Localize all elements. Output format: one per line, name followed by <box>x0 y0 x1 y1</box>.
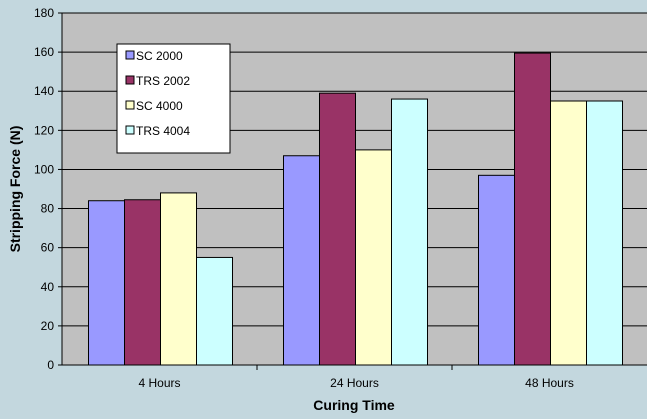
legend-swatch <box>125 100 135 110</box>
y-axis-title: Stripping Force (N) <box>7 126 23 253</box>
bar-sc-2000-4-hours <box>88 200 125 366</box>
x-tick-label: 4 Hours <box>138 376 180 390</box>
y-tick-label: 180 <box>34 6 54 20</box>
bars <box>88 52 623 366</box>
y-tick-label: 140 <box>34 84 54 98</box>
bar-sc-4000-4-hours <box>160 192 197 366</box>
y-tick-label: 160 <box>34 45 54 59</box>
x-tick-label: 24 Hours <box>330 376 379 390</box>
y-tick-label: 60 <box>41 241 55 255</box>
bar-trs-4004-4-hours <box>196 256 233 366</box>
axes <box>58 12 647 370</box>
bar-trs-4004-24-hours <box>391 98 428 366</box>
bar-trs-2002-48-hours <box>514 52 551 366</box>
legend: SC 2000 TRS 2002 SC 4000 TRS 4004 <box>116 43 231 154</box>
bar-sc-4000-48-hours <box>550 100 587 366</box>
legend-label: TRS 2002 <box>136 74 190 88</box>
legend-label: SC 4000 <box>136 99 183 113</box>
tick-labels: 0 20 40 60 80 100 120 140 160 180 4 Hours 24 Hours 4… <box>34 6 574 390</box>
legend-box <box>116 43 231 154</box>
x-axis-title: Curing Time <box>313 397 395 413</box>
bar-sc-2000-24-hours <box>283 155 320 366</box>
bar-trs-2002-24-hours <box>319 92 356 366</box>
legend-label: SC 2000 <box>136 49 183 63</box>
bar-trs-4004-48-hours <box>586 100 623 366</box>
legend-label: TRS 4004 <box>136 124 190 138</box>
y-tick-label: 40 <box>41 280 55 294</box>
x-tick-label: 48 Hours <box>525 376 574 390</box>
y-tick-label: 100 <box>34 162 54 176</box>
legend-swatch <box>125 50 135 60</box>
y-tick-label: 20 <box>41 319 55 333</box>
legend-swatch <box>125 125 135 135</box>
y-tick-label: 120 <box>34 123 54 137</box>
y-tick-label: 80 <box>41 202 55 216</box>
bar-sc-4000-24-hours <box>355 149 392 366</box>
bar-sc-2000-48-hours <box>478 174 515 366</box>
bar-trs-2002-4-hours <box>124 199 161 366</box>
y-tick-label: 0 <box>47 358 54 372</box>
legend-swatch <box>125 75 135 85</box>
